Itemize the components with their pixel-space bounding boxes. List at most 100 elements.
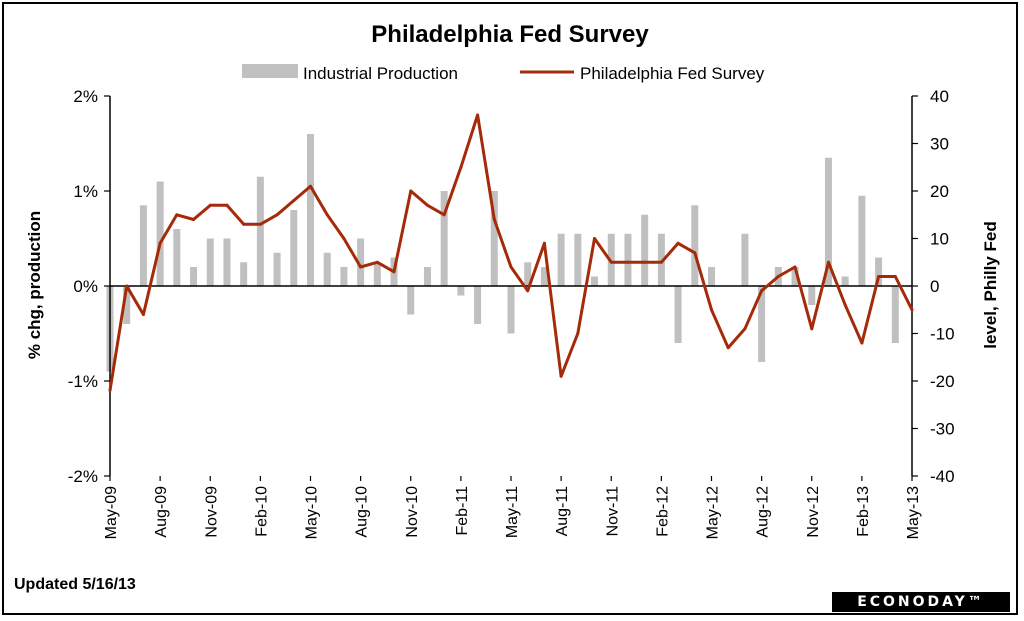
- x-tick-label: Nov-10: [404, 486, 421, 538]
- bar: [758, 286, 766, 362]
- y-tick-label-left: 2%: [73, 87, 98, 106]
- bar: [123, 286, 131, 324]
- bar: [357, 238, 365, 286]
- x-tick-label: Nov-12: [805, 486, 822, 538]
- x-tick-label: Nov-11: [604, 486, 621, 536]
- line-point: [743, 327, 747, 331]
- line-point: [776, 275, 780, 278]
- bar: [624, 233, 632, 286]
- bar: [373, 262, 381, 286]
- y-tick-label-right: 40: [930, 87, 949, 106]
- bar: [641, 214, 649, 286]
- chart-title: Philadelphia Fed Survey: [371, 21, 649, 48]
- y-tick-label-right: -30: [930, 420, 955, 439]
- x-tick-label: Feb-10: [253, 486, 270, 537]
- line-point: [141, 313, 145, 316]
- line-point: [593, 237, 597, 240]
- line-point: [710, 308, 713, 312]
- bar: [674, 286, 682, 343]
- line-point: [175, 213, 179, 217]
- line-point: [676, 241, 680, 245]
- y-tick-label-right: 30: [930, 135, 949, 154]
- line-point: [793, 265, 797, 269]
- line-point: [509, 265, 513, 269]
- bar: [891, 286, 899, 343]
- bar: [457, 286, 465, 296]
- x-tick-label: Feb-13: [855, 486, 872, 537]
- bar: [858, 195, 866, 286]
- line-point: [542, 241, 546, 245]
- line-point: [409, 189, 413, 193]
- bar: [240, 262, 248, 286]
- bar: [507, 286, 515, 334]
- bar: [139, 205, 147, 286]
- y-axis-label-left: % chg, production: [25, 211, 44, 359]
- legend-label-philadelphia-fed-survey: Philadelphia Fed Survey: [580, 64, 765, 83]
- updated-note: Updated 5/16/13: [14, 576, 136, 593]
- bar: [223, 238, 231, 286]
- bar: [741, 233, 749, 286]
- y-axis-label-right: level, Philly Fed: [981, 221, 1000, 349]
- line-point: [576, 332, 580, 335]
- x-tick-label: Aug-10: [354, 486, 371, 538]
- bar: [524, 262, 532, 286]
- bar: [824, 157, 832, 286]
- bar: [841, 276, 849, 286]
- bar: [708, 267, 715, 286]
- line-point: [843, 303, 847, 307]
- line-point: [108, 389, 112, 392]
- line-point: [910, 308, 914, 312]
- x-tick-label: May-13: [905, 486, 922, 539]
- bar: [440, 191, 448, 286]
- x-tick-label: Aug-09: [153, 486, 170, 538]
- line-point: [258, 222, 262, 226]
- y-tick-label-right: 20: [930, 182, 949, 201]
- line-point: [275, 213, 279, 217]
- line-point: [242, 222, 246, 226]
- line-point: [325, 213, 329, 217]
- x-tick-label: Feb-11: [454, 486, 471, 536]
- y-tick-label-left: -2%: [68, 467, 98, 486]
- line-point: [826, 260, 830, 264]
- line-point: [425, 203, 429, 207]
- y-tick-label-left: -1%: [68, 372, 98, 391]
- line-point: [292, 199, 296, 202]
- x-tick-label: Aug-11: [554, 486, 571, 537]
- line-point: [877, 275, 881, 278]
- bar: [206, 238, 214, 286]
- econoday-logo: ECONODAY™: [832, 592, 1010, 612]
- bar: [474, 286, 482, 324]
- line-point: [526, 289, 530, 293]
- line-point: [860, 341, 864, 345]
- line-point: [893, 275, 897, 278]
- line-point: [208, 203, 212, 207]
- bar: [557, 233, 565, 286]
- y-tick-label-right: -40: [930, 467, 955, 486]
- x-tick-label: May-10: [304, 486, 321, 539]
- bar: [340, 267, 348, 286]
- line-point: [810, 327, 814, 331]
- line-point: [626, 260, 630, 264]
- bar: [574, 233, 582, 286]
- bar: [808, 286, 816, 305]
- x-tick-label: May-09: [103, 486, 120, 539]
- line-point: [442, 213, 446, 217]
- line-point: [225, 203, 229, 207]
- y-tick-label-right: -20: [930, 372, 955, 391]
- bar: [173, 229, 181, 286]
- x-tick-label: Feb-12: [654, 486, 671, 537]
- legend-swatch-industrial-production: [242, 64, 298, 78]
- bar: [256, 176, 264, 286]
- line-point: [192, 218, 196, 221]
- bar: [407, 286, 415, 315]
- line-point: [309, 184, 312, 188]
- line-point: [760, 289, 764, 293]
- bar: [307, 134, 314, 286]
- bar: [791, 267, 799, 286]
- bar: [156, 181, 164, 286]
- bar: [657, 233, 665, 286]
- y-tick-label-right: -10: [930, 325, 955, 344]
- bar: [290, 210, 298, 286]
- y-tick-label-right: 0: [930, 277, 939, 296]
